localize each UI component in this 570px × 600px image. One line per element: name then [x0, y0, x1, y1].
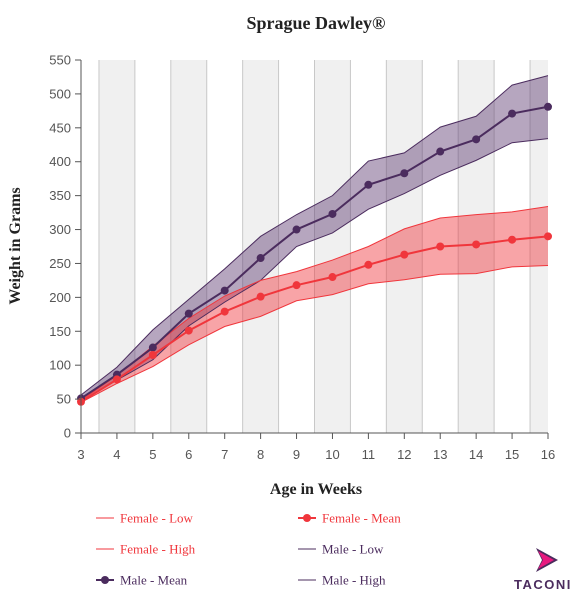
female-mean-point — [364, 260, 373, 269]
y-tick-label: 500 — [49, 86, 71, 101]
y-axis-ticks: 0 50 100 150 200 250 300 350 400 450 500 550 — [49, 53, 81, 441]
legend-marker — [101, 576, 109, 584]
legend-item: Female - High — [96, 542, 196, 557]
band — [386, 60, 423, 433]
female-mean-point — [400, 250, 409, 259]
y-tick-label: 250 — [49, 256, 71, 271]
male-mean-point — [436, 147, 445, 156]
male-mean-line — [80, 105, 549, 400]
female-mean-point — [436, 242, 445, 251]
female-mean-point — [472, 240, 481, 249]
male-high-line — [80, 75, 549, 396]
female-mean-point — [112, 375, 121, 384]
axes — [80, 60, 548, 434]
male-mean-point — [184, 309, 193, 318]
male-mean-point — [472, 135, 481, 144]
legend-item: Male - Low — [298, 542, 384, 557]
band — [170, 60, 207, 433]
female-mean-point — [148, 351, 157, 360]
legend-label: Male - Mean — [120, 573, 188, 588]
series-lines — [77, 75, 552, 406]
y-tick-label: 450 — [49, 120, 71, 135]
legend: Female - Low Female - Mean Female - High Ma… — [96, 511, 401, 588]
x-tick-label: 6 — [185, 447, 192, 462]
x-tick-label: 13 — [433, 447, 447, 462]
y-axis-label: Weight in Grams — [7, 187, 24, 304]
male-mean-point — [148, 343, 157, 352]
female-mean-point — [328, 273, 337, 282]
y-tick-label: 550 — [49, 53, 71, 68]
x-tick-label: 7 — [221, 447, 228, 462]
legend-label: Female - High — [120, 542, 196, 557]
legend-item: Male - Mean — [96, 573, 188, 588]
female-range-area — [81, 206, 548, 403]
male-mean-point — [508, 109, 517, 118]
x-tick-label: 14 — [469, 447, 483, 462]
female-mean-point — [184, 326, 193, 335]
y-tick-label: 200 — [49, 290, 71, 305]
chart-title: Sprague Dawley® — [247, 13, 386, 33]
band — [314, 60, 351, 433]
y-tick-label: 100 — [49, 358, 71, 373]
legend-label: Female - Mean — [322, 511, 401, 526]
x-tick-label: 11 — [362, 447, 376, 462]
male-mean-point — [292, 225, 301, 234]
legend-label: Male - Low — [322, 542, 384, 557]
x-tick-label: 16 — [541, 447, 555, 462]
male-mean-point — [256, 254, 265, 263]
male-mean-point — [220, 286, 229, 295]
logo: TACONIC — [514, 548, 570, 592]
legend-item: Female - Low — [96, 511, 194, 526]
female-mean-line — [80, 235, 549, 403]
y-tick-label: 150 — [49, 324, 71, 339]
female-low-line — [80, 264, 549, 403]
background-bands — [98, 60, 548, 433]
y-tick-label: 0 — [64, 426, 71, 441]
male-mean-point — [328, 209, 337, 218]
legend-item: Male - High — [298, 573, 386, 588]
legend-label: Male - High — [322, 573, 386, 588]
female-mean-point — [544, 232, 552, 241]
x-tick-label: 9 — [293, 447, 300, 462]
band — [530, 60, 548, 433]
male-mean-point — [400, 169, 409, 178]
legend-label: Female - Low — [120, 511, 194, 526]
male-low-line — [80, 138, 549, 402]
male-mean-point — [544, 102, 552, 111]
legend-item: Female - Mean — [298, 511, 401, 526]
female-mean-point — [292, 281, 301, 290]
logo-accent-icon — [538, 551, 554, 569]
x-tick-label: 8 — [257, 447, 264, 462]
logo-text: TACONIC — [514, 577, 570, 592]
female-mean-point — [256, 292, 265, 301]
y-tick-label: 300 — [49, 222, 71, 237]
female-mean-point — [220, 307, 229, 316]
y-tick-label: 400 — [49, 154, 71, 169]
female-mean-point — [508, 235, 517, 244]
x-tick-label: 12 — [397, 447, 411, 462]
y-tick-label: 50 — [57, 392, 71, 407]
x-tick-label: 3 — [77, 447, 84, 462]
band — [242, 60, 279, 433]
x-tick-label: 5 — [149, 447, 156, 462]
x-axis-ticks: 3 4 5 6 7 8 9 10 11 12 13 14 15 16 — [77, 433, 555, 462]
x-tick-label: 10 — [325, 447, 339, 462]
legend-marker — [303, 514, 311, 522]
male-mean-point — [364, 180, 373, 189]
x-tick-label: 4 — [113, 447, 120, 462]
y-tick-label: 350 — [49, 188, 71, 203]
x-axis-label: Age in Weeks — [270, 481, 362, 498]
x-tick-label: 15 — [505, 447, 519, 462]
